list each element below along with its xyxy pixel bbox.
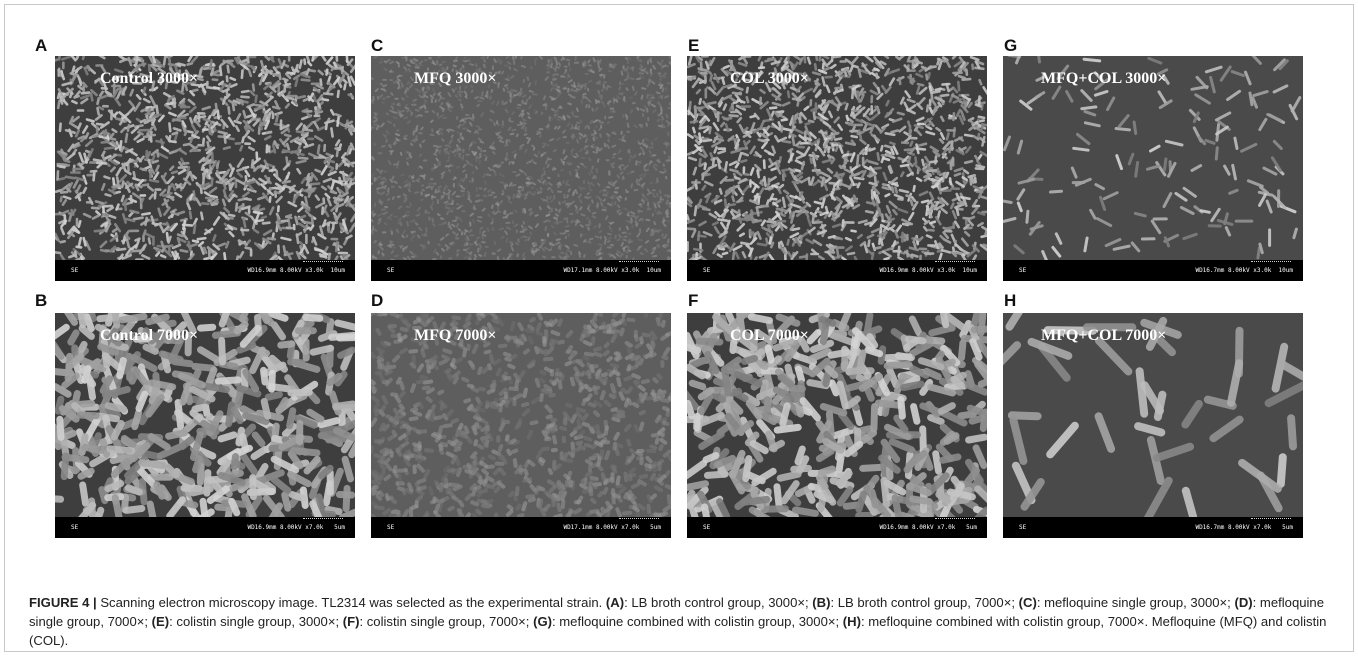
sem-image-a: Control 3000× SE WD16.9mm 8.00kV x3.0k 1… xyxy=(55,56,355,281)
sem-image-f: COL 7000× SE WD16.9mm 8.00kV x7.0k 5um xyxy=(687,313,987,538)
overlay-label-g: MFQ+COL 3000× xyxy=(1041,70,1167,87)
micrograph-h xyxy=(1003,313,1303,517)
caption-seg: : mefloquine single group, 7000×; xyxy=(29,595,1324,629)
micrograph-g xyxy=(1003,56,1303,260)
sem-detector-c: SE xyxy=(387,267,395,274)
caption-seg: : LB broth control group, 3000×; xyxy=(624,595,813,610)
sem-detector-d: SE xyxy=(387,524,395,531)
sem-image-g: MFQ+COL 3000× SE WD16.7mm 8.00kV x3.0k 1… xyxy=(1003,56,1303,281)
sem-info-d: WD17.1mm 8.00kV x7.0k 5um xyxy=(563,524,661,531)
scale-bar-c xyxy=(619,261,659,265)
micrograph-a xyxy=(55,56,355,260)
overlay-label-b: Control 7000× xyxy=(100,327,199,344)
micrograph-e xyxy=(687,56,987,260)
scale-bar-d xyxy=(619,518,659,522)
caption-seg: : mefloquine combined with colistin grou… xyxy=(552,614,843,629)
scale-bar-b xyxy=(303,518,343,522)
sem-databar-g: SE WD16.7mm 8.00kV x3.0k 10um xyxy=(1003,260,1303,281)
panel-label-a: A xyxy=(35,36,48,55)
sem-info-b: WD16.9mm 8.00kV x7.0k 5um xyxy=(247,524,345,531)
sem-detector-b: SE xyxy=(71,524,79,531)
sem-databar-c: SE WD17.1mm 8.00kV x3.0k 10um xyxy=(371,260,671,281)
figure-label: FIGURE 4 | xyxy=(29,595,97,610)
scale-bar-g xyxy=(1251,261,1291,265)
sem-databar-d: SE WD17.1mm 8.00kV x7.0k 5um xyxy=(371,517,671,538)
overlay-label-c: MFQ 3000× xyxy=(414,70,497,87)
panel-label-f: F xyxy=(688,291,699,310)
panel-label-d: D xyxy=(371,291,384,310)
caption-seg: Scanning electron microscopy image. TL23… xyxy=(96,595,606,610)
sem-image-e: COL 3000× SE WD16.9mm 8.00kV x3.0k 10um xyxy=(687,56,987,281)
micrograph-c xyxy=(371,56,671,260)
panel-label-b: B xyxy=(35,291,48,310)
caption-seg: : colistin single group, 7000×; xyxy=(359,614,534,629)
sem-info-g: WD16.7mm 8.00kV x3.0k 10um xyxy=(1195,267,1293,274)
scale-bar-a xyxy=(303,261,343,265)
caption-seg: : LB broth control group, 7000×; xyxy=(830,595,1019,610)
caption-seg-bold: (B) xyxy=(812,595,831,610)
sem-databar-a: SE WD16.9mm 8.00kV x3.0k 10um xyxy=(55,260,355,281)
sem-info-h: WD16.7mm 8.00kV x7.0k 5um xyxy=(1195,524,1293,531)
caption-seg-bold: (H) xyxy=(842,614,861,629)
sem-databar-f: SE WD16.9mm 8.00kV x7.0k 5um xyxy=(687,517,987,538)
sem-detector-e: SE xyxy=(703,267,711,274)
caption-seg-bold: (E) xyxy=(151,614,170,629)
overlay-label-a: Control 3000× xyxy=(100,70,199,87)
panel-label-g: G xyxy=(1004,36,1018,55)
figure-frame: A Control 3000× SE WD16.9mm 8.00kV x3.0k… xyxy=(4,4,1354,652)
panel-label-h: H xyxy=(1004,291,1017,310)
caption-seg: : mefloquine combined with colistin grou… xyxy=(29,614,1327,648)
scale-bar-f xyxy=(935,518,975,522)
sem-image-h: MFQ+COL 7000× SE WD16.7mm 8.00kV x7.0k 5… xyxy=(1003,313,1303,538)
caption-text: Scanning electron microscopy image. TL23… xyxy=(29,595,1326,648)
micrograph-d xyxy=(371,313,671,517)
scale-bar-h xyxy=(1251,518,1291,522)
caption-seg: : mefloquine single group, 3000×; xyxy=(1036,595,1235,610)
micrograph-b xyxy=(55,313,355,517)
caption-seg-bold: (F) xyxy=(342,614,360,629)
panel-label-c: C xyxy=(371,36,384,55)
sem-info-e: WD16.9mm 8.00kV x3.0k 10um xyxy=(879,267,977,274)
sem-detector-a: SE xyxy=(71,267,79,274)
overlay-label-h: MFQ+COL 7000× xyxy=(1041,327,1167,344)
panel-label-e: E xyxy=(688,36,700,55)
caption-seg-bold: (D) xyxy=(1234,595,1253,610)
overlay-label-f: COL 7000× xyxy=(730,327,809,344)
overlay-label-d: MFQ 7000× xyxy=(414,327,497,344)
overlay-label-e: COL 3000× xyxy=(730,70,809,87)
sem-info-c: WD17.1mm 8.00kV x3.0k 10um xyxy=(563,267,661,274)
sem-info-a: WD16.9mm 8.00kV x3.0k 10um xyxy=(247,267,345,274)
sem-info-f: WD16.9mm 8.00kV x7.0k 5um xyxy=(879,524,977,531)
caption-seg-bold: (G) xyxy=(533,614,552,629)
sem-image-d: MFQ 7000× SE WD17.1mm 8.00kV x7.0k 5um xyxy=(371,313,671,538)
caption-seg: : colistin single group, 3000×; xyxy=(169,614,343,629)
sem-databar-h: SE WD16.7mm 8.00kV x7.0k 5um xyxy=(1003,517,1303,538)
micrograph-f xyxy=(687,313,987,517)
scale-bar-e xyxy=(935,261,975,265)
sem-detector-f: SE xyxy=(703,524,711,531)
sem-image-c: MFQ 3000× SE WD17.1mm 8.00kV x3.0k 10um xyxy=(371,56,671,281)
sem-detector-h: SE xyxy=(1019,524,1027,531)
caption-seg-bold: (C) xyxy=(1018,595,1037,610)
sem-detector-g: SE xyxy=(1019,267,1027,274)
figure-caption: FIGURE 4 | Scanning electron microscopy … xyxy=(29,593,1347,650)
sem-image-b: Control 7000× SE WD16.9mm 8.00kV x7.0k 5… xyxy=(55,313,355,538)
sem-databar-e: SE WD16.9mm 8.00kV x3.0k 10um xyxy=(687,260,987,281)
caption-seg-bold: (A) xyxy=(605,595,625,610)
sem-databar-b: SE WD16.9mm 8.00kV x7.0k 5um xyxy=(55,517,355,538)
